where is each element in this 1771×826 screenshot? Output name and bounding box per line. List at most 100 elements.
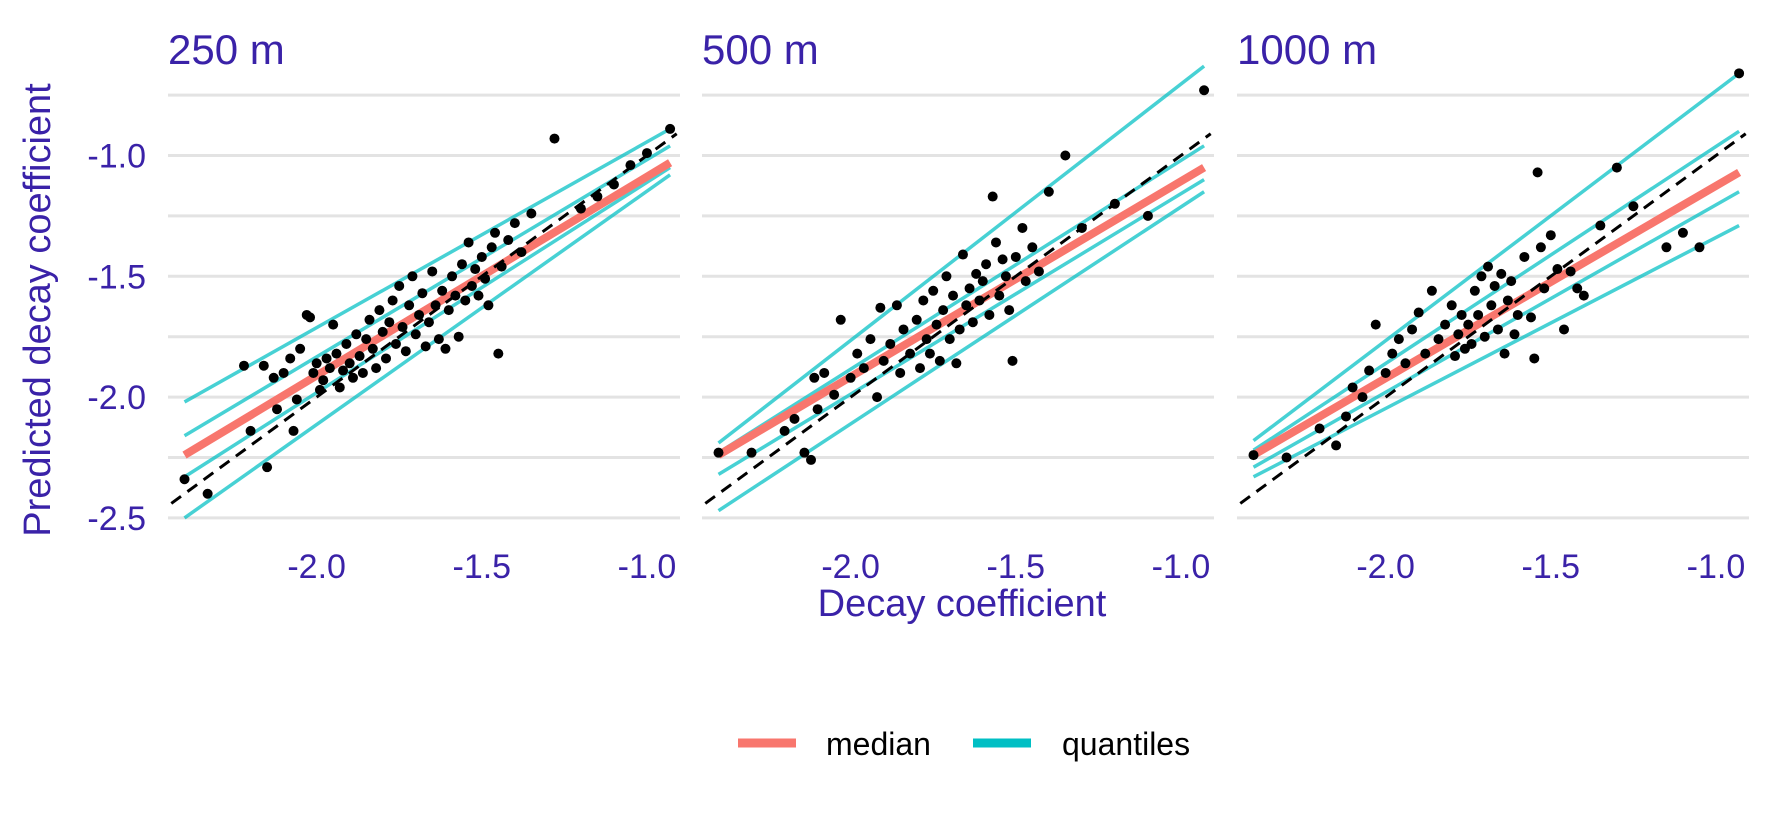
data-point bbox=[262, 462, 273, 473]
data-point bbox=[460, 295, 471, 306]
quantile-line bbox=[1252, 224, 1740, 479]
data-point bbox=[779, 425, 790, 436]
data-point bbox=[1043, 186, 1054, 197]
data-point bbox=[898, 324, 909, 335]
x-tick-label: -2.0 bbox=[821, 548, 880, 586]
y-tick-label: -1.0 bbox=[87, 137, 146, 175]
data-point bbox=[509, 218, 520, 229]
data-point bbox=[486, 242, 497, 253]
data-point bbox=[473, 290, 484, 301]
data-point bbox=[1033, 266, 1044, 277]
data-point bbox=[891, 300, 902, 311]
data-point bbox=[957, 249, 968, 260]
data-point bbox=[819, 367, 830, 378]
data-point bbox=[311, 358, 322, 369]
data-point bbox=[387, 295, 398, 306]
data-point bbox=[272, 404, 283, 415]
data-point bbox=[1450, 351, 1461, 362]
data-point bbox=[414, 309, 425, 320]
data-point bbox=[202, 488, 213, 499]
data-point bbox=[1000, 271, 1011, 282]
data-point bbox=[440, 343, 451, 354]
data-point bbox=[480, 273, 491, 284]
data-point bbox=[1314, 423, 1325, 434]
data-point bbox=[305, 312, 316, 323]
data-point bbox=[394, 280, 405, 291]
data-point bbox=[433, 334, 444, 345]
data-point bbox=[450, 290, 461, 301]
data-point bbox=[928, 285, 939, 296]
data-point bbox=[1466, 338, 1477, 349]
data-point bbox=[1552, 264, 1563, 275]
data-point bbox=[1492, 324, 1503, 335]
data-point bbox=[1007, 355, 1018, 366]
data-point bbox=[291, 394, 302, 405]
data-point bbox=[490, 227, 501, 238]
data-point bbox=[971, 268, 982, 279]
data-point bbox=[1109, 198, 1120, 209]
data-point bbox=[931, 319, 942, 330]
data-point bbox=[865, 334, 876, 345]
data-point bbox=[1539, 283, 1550, 294]
data-point bbox=[1281, 452, 1292, 463]
data-point bbox=[1489, 280, 1500, 291]
data-point bbox=[417, 288, 428, 299]
data-point bbox=[493, 348, 504, 359]
data-point bbox=[1479, 331, 1490, 342]
data-point bbox=[483, 300, 494, 311]
legend-label-median: median bbox=[826, 726, 931, 762]
facet-panel: 250 m -1.0 -1.5 -2.0 -2.5 -2.0 -1.5 -1.0 bbox=[87, 26, 680, 586]
data-point bbox=[364, 314, 375, 325]
data-point bbox=[179, 474, 190, 485]
data-point bbox=[977, 276, 988, 287]
data-point bbox=[1413, 307, 1424, 318]
data-point bbox=[1463, 319, 1474, 330]
data-point bbox=[1677, 227, 1688, 238]
identity-reference-line bbox=[1239, 132, 1747, 505]
median-line bbox=[1251, 168, 1742, 459]
data-point bbox=[351, 329, 362, 340]
data-point bbox=[1248, 450, 1259, 461]
data-point bbox=[1027, 242, 1038, 253]
data-point bbox=[1347, 382, 1358, 393]
data-point bbox=[1535, 242, 1546, 253]
data-point bbox=[245, 425, 256, 436]
data-point bbox=[314, 384, 325, 395]
facet-title: 500 m bbox=[702, 26, 819, 73]
data-point bbox=[1519, 251, 1530, 262]
data-point bbox=[954, 324, 965, 335]
median-line bbox=[182, 159, 673, 459]
data-point bbox=[407, 271, 418, 282]
data-point bbox=[496, 261, 507, 272]
data-point bbox=[905, 348, 916, 359]
data-point bbox=[1453, 329, 1464, 340]
data-point bbox=[665, 123, 676, 134]
data-point bbox=[1506, 276, 1517, 287]
data-point bbox=[437, 285, 448, 296]
data-point bbox=[456, 259, 467, 270]
data-point bbox=[713, 447, 724, 458]
data-point bbox=[318, 375, 329, 386]
data-point bbox=[288, 425, 299, 436]
data-point bbox=[268, 372, 279, 383]
data-point bbox=[809, 372, 820, 383]
data-point bbox=[1559, 324, 1570, 335]
data-point bbox=[1017, 222, 1028, 233]
data-point bbox=[994, 290, 1005, 301]
data-point bbox=[278, 367, 289, 378]
y-axis-title: Predicted decay coefficient bbox=[17, 83, 59, 537]
legend: median quantiles bbox=[738, 726, 1190, 762]
data-point bbox=[334, 382, 345, 393]
data-point bbox=[875, 302, 886, 313]
data-point bbox=[1076, 222, 1087, 233]
data-point bbox=[1446, 300, 1457, 311]
data-point bbox=[1483, 261, 1494, 272]
data-point bbox=[397, 322, 408, 333]
x-tick-label: -1.0 bbox=[1152, 548, 1211, 586]
data-point bbox=[400, 346, 411, 357]
data-point bbox=[447, 271, 458, 282]
data-point bbox=[503, 235, 514, 246]
data-point bbox=[608, 179, 619, 190]
data-point bbox=[641, 148, 652, 159]
